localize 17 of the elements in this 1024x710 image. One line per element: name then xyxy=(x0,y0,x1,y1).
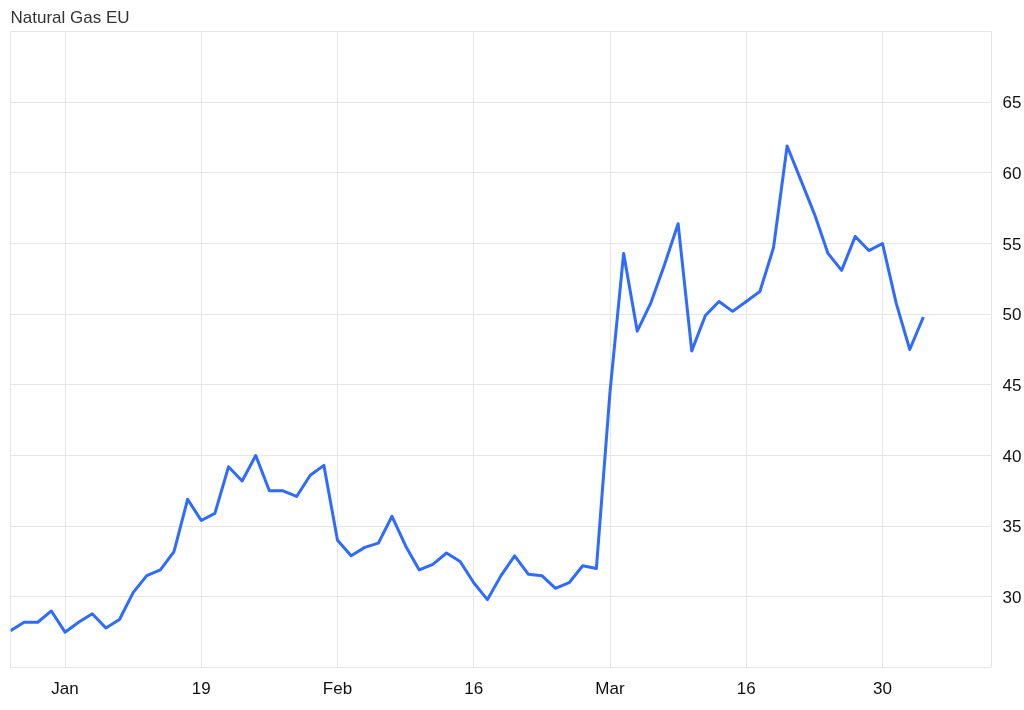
y-tick-label: 30 xyxy=(1002,587,1022,607)
x-tick-label: 19 xyxy=(191,678,211,698)
y-tick-label: 35 xyxy=(1002,517,1022,537)
y-tick-label: 65 xyxy=(1002,93,1022,113)
x-tick-label: 16 xyxy=(736,678,756,698)
y-tick-label: 50 xyxy=(1002,305,1022,325)
y-tick-label: 60 xyxy=(1002,163,1022,183)
x-tick-label: 16 xyxy=(464,678,484,698)
y-tick-label: 40 xyxy=(1002,446,1022,466)
x-tick-label: Mar xyxy=(595,678,625,698)
line-series xyxy=(10,144,925,634)
x-tick-label: 30 xyxy=(873,678,892,698)
chart-title: Natural Gas EU xyxy=(10,7,130,27)
x-tick-label: Jan xyxy=(51,678,79,698)
y-tick-label: 55 xyxy=(1002,234,1022,254)
x-tick-label: Feb xyxy=(322,678,353,698)
y-tick-label: 45 xyxy=(1002,375,1022,395)
